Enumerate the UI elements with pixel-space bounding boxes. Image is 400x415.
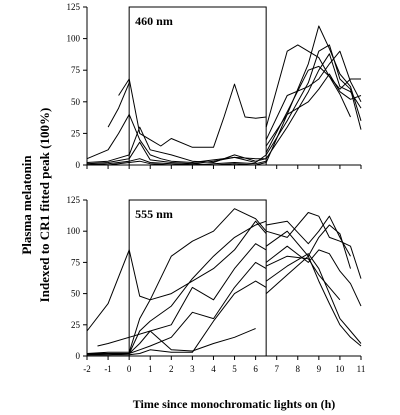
x-tick-label: 10 (335, 364, 345, 374)
x-tick-label: 3 (190, 364, 195, 374)
series-line-460nm-4 (86, 141, 267, 165)
y-tick-label-555nm: 0 (76, 351, 81, 361)
series-line-555nm-10 (265, 245, 362, 307)
y-axis-label-line1: Plasma melatonin (19, 155, 34, 255)
series-line-460nm-5 (86, 158, 267, 166)
x-tick-label: 4 (211, 364, 216, 374)
x-axis-label: Time since monochromatic lights on (h) (133, 397, 336, 411)
series-line-555nm-5 (87, 280, 267, 356)
light-window-box-460nm (128, 6, 267, 166)
series-line-460nm-3 (86, 126, 267, 163)
series-line-460nm-11 (265, 50, 362, 140)
series-line-555nm-11 (265, 255, 362, 347)
x-tick-label: 8 (296, 364, 301, 374)
y-tick-label-460nm: 75 (71, 65, 81, 75)
series-line-555nm-13 (265, 255, 341, 301)
y-tick-label-460nm: 125 (67, 2, 81, 12)
series-line-555nm-9 (265, 224, 351, 269)
series-line-460nm-1 (118, 78, 267, 148)
y-tick-label-555nm: 100 (67, 226, 81, 236)
y-tick-label-555nm: 125 (67, 195, 81, 205)
panel-460nm: 0 25 50 75 100 125 460 nm (67, 2, 362, 170)
series-line-460nm-13 (265, 44, 351, 128)
series-line-555nm-6 (97, 328, 256, 352)
y-tick-label-555nm: 25 (71, 320, 81, 330)
x-tick-label: 7 (274, 364, 279, 374)
series-line-555nm-8 (266, 215, 351, 257)
x-tick-label: -1 (104, 364, 112, 374)
x-tick-label: 5 (232, 364, 237, 374)
panel-555nm: 0 25 50 75 100 125 -2 -1 0 1 2 3 4 5 6 7 8 9 10 11 555 nm (67, 195, 366, 374)
series-line-460nm-7 (265, 25, 362, 163)
y-axis-label-line2: Indexed to CR1 fitted peak (100%) (37, 108, 52, 303)
x-tick-label: 6 (253, 364, 258, 374)
series-line-460nm-2 (107, 82, 130, 128)
series-line-555nm-7 (266, 212, 362, 279)
x-tick-label: 2 (169, 364, 174, 374)
x-tick-label: -2 (83, 364, 91, 374)
series-line-555nm-4 (87, 261, 267, 356)
panel-label-460nm: 460 nm (135, 14, 173, 28)
y-tick-label-460nm: 25 (71, 128, 81, 138)
y-tick-label-555nm: 75 (71, 257, 81, 267)
series-line-460nm-8 (265, 44, 362, 156)
x-tick-label: 0 (127, 364, 132, 374)
light-window-box-555nm (128, 199, 267, 357)
x-tick-label: 1 (148, 364, 153, 374)
x-tick-label: 9 (317, 364, 322, 374)
x-tick-label: 11 (357, 364, 366, 374)
y-tick-label-555nm: 50 (71, 289, 81, 299)
series-line-460nm-0 (86, 113, 267, 163)
y-tick-label-460nm: 0 (76, 160, 81, 170)
y-tick-label-460nm: 100 (67, 34, 81, 44)
series-line-460nm-6 (86, 160, 267, 166)
series-line-555nm-0 (86, 220, 267, 332)
series-line-460nm-9 (265, 53, 362, 159)
series-line-460nm-12 (265, 73, 362, 147)
y-tick-label-460nm: 50 (71, 97, 81, 107)
panel-label-555nm: 555 nm (135, 207, 173, 221)
series-line-555nm-1 (86, 208, 267, 354)
